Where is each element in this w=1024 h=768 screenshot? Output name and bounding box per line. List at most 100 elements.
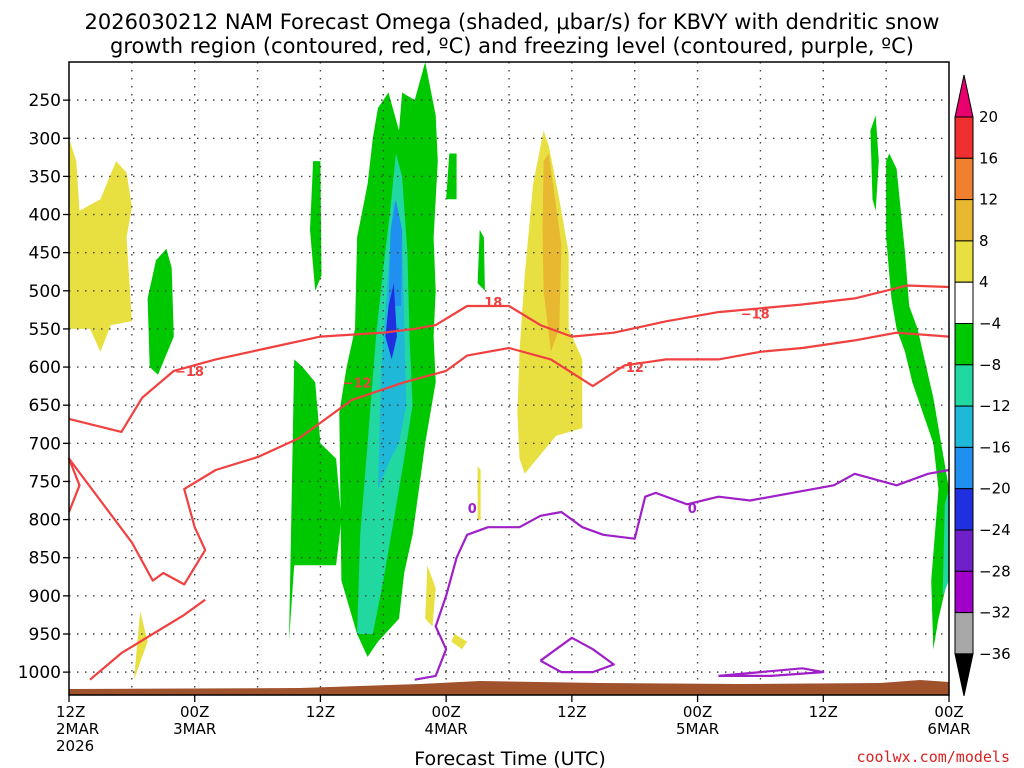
y-tick-label: 250 [29,91,61,111]
colorbar-label: 12 [979,191,998,209]
y-tick-label: 500 [29,282,61,302]
y-tick-label: 650 [29,396,61,416]
colorbar-swatch [954,612,974,655]
x-tick-label: 00Z [683,703,712,721]
green-region [886,153,949,650]
contour-label: −12 [343,376,372,391]
yellow-region [451,634,468,650]
y-tick-label: 600 [29,358,61,378]
dgz-contour-lower [67,331,950,586]
freezing-level-contour-bottom [718,667,825,678]
y-tick-label: 350 [29,167,61,187]
contour-label: −18 [175,365,204,380]
colorbar-bottom-arrow [954,653,974,697]
terrain-fill [69,680,949,695]
colorbar-label: 4 [979,273,989,291]
colorbar-label: −36 [979,645,1011,663]
y-tick-label: 550 [29,320,61,340]
contour-label: 18 [484,296,502,311]
x-tick-label: 6MAR [927,720,970,738]
colorbar-label: 16 [979,149,998,167]
x-tick-label: 00Z [431,703,460,721]
y-tick-label: 800 [29,511,61,531]
colorbar-label: −4 [979,315,1001,333]
colorbar-swatch [954,405,974,448]
colorbar-swatch [954,529,974,572]
x-axis-title: Forecast Time (UTC) [414,748,605,768]
x-tick-label: 00Z [180,703,209,721]
freezing-level-contour-small [539,636,615,674]
grid [69,62,949,695]
contour-label: −18 [741,308,770,323]
y-tick-label: 1000 [18,663,61,683]
dgz-contour-upper [68,284,950,433]
y-tick-label: 700 [29,434,61,454]
teal-region [942,489,949,596]
x-tick-label: 2MAR [56,720,99,738]
green-region [147,248,174,375]
colorbar-swatch [954,157,974,201]
freezing-level-contour [414,468,950,681]
yellow-region [477,466,481,520]
colorbar-label: 20 [979,108,998,126]
x-tick-label: 4MAR [425,720,468,738]
orange-region [542,153,562,352]
colorbar-swatch [954,570,974,614]
yellow-region [69,138,132,352]
colorbar-swatch [954,364,974,407]
y-axis: 250 300 350 400 450 500 550 600 650 700 750 800 850 9… [18,91,69,683]
colorbar-swatch [954,116,974,159]
green-region [446,153,457,200]
colorbar-swatch [954,488,974,531]
colorbar-swatch [954,199,974,242]
green-region [310,161,322,291]
x-tick-label: 12Z [809,703,838,721]
plot-frame [68,61,950,696]
omega-shading [69,62,949,680]
colorbar-swatch [954,281,974,325]
y-tick-label: 300 [29,129,61,149]
x-tick-label: 3MAR [173,720,216,738]
contour-label: −12 [615,361,644,376]
y-tick-label: 850 [29,549,61,569]
colorbar-label: 8 [979,232,989,250]
contour-label: 0 [468,502,477,517]
x-tick-label: 2026 [56,737,94,755]
dgz-contour-bottom [89,598,206,681]
colorbar-label: −16 [979,438,1011,456]
x-tick-label: 12Z [56,703,85,721]
colorbar-swatch [954,240,974,283]
colorbar-label: −32 [979,604,1011,622]
y-tick-label: 450 [29,244,61,264]
y-tick-label: 900 [29,587,61,607]
x-tick-label: 00Z [934,703,963,721]
blue-region [388,199,403,306]
chart-title: 2026030212 NAM Forecast Omega (shaded, μ… [0,10,1024,58]
colorbar-label: −24 [979,521,1011,539]
x-tick-label: 12Z [557,703,586,721]
y-tick-label: 750 [29,472,61,492]
colorbar-label: −28 [979,562,1011,580]
green-region [289,359,342,642]
green-region [870,115,879,211]
x-tick-label: 12Z [306,703,335,721]
title-line-1: 2026030212 NAM Forecast Omega (shaded, μ… [84,10,940,34]
contours: −18 −12 18 −18 −12 0 0 [67,284,950,681]
colorbar-label: −8 [979,356,1001,374]
yellow-region [134,611,148,680]
x-tick-label: 5MAR [676,720,719,738]
colorbar-top-arrow [954,74,974,118]
y-tick-label: 950 [29,625,61,645]
colorbar-label: −20 [979,480,1011,498]
colorbar-swatch [954,446,974,490]
colorbar: 20 16 12 8 4 −4 −8 −12 −16 −20 −24 −28 −32 −36 [954,74,1011,697]
darkblue-region [385,283,397,360]
green-region [477,229,485,291]
terrain [69,680,949,695]
title-line-2: growth region (contoured, red, ºC) and f… [110,34,914,58]
colorbar-swatch [954,323,974,366]
colorbar-label: −12 [979,397,1011,415]
contour-label: 0 [688,502,697,517]
